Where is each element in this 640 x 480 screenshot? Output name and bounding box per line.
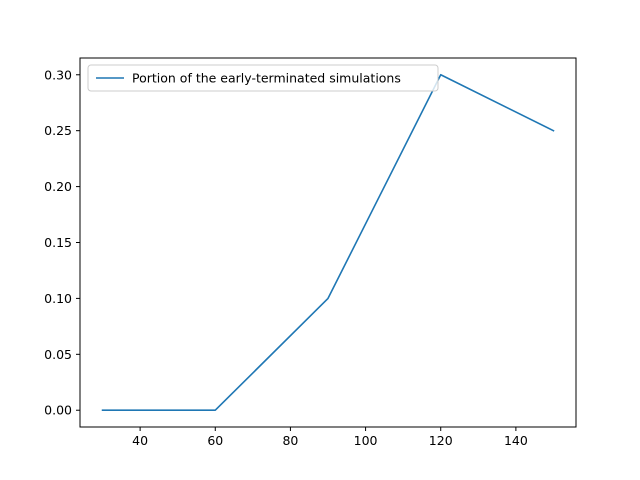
x-tick-label: 40 — [132, 433, 148, 448]
y-tick-label: 0.05 — [44, 347, 72, 362]
y-tick-label: 0.30 — [44, 67, 72, 82]
y-axis-ticks: 0.00 0.05 0.10 0.15 0.20 0.25 0.30 — [44, 67, 80, 418]
y-tick-label: 0.15 — [44, 235, 72, 250]
legend: Portion of the early-terminated simulati… — [87, 64, 439, 92]
y-tick-label: 0.10 — [44, 291, 72, 306]
x-tick-label: 140 — [504, 433, 528, 448]
y-tick-label: 0.25 — [44, 123, 72, 138]
series-layer — [101, 73, 555, 412]
y-tick-label: 0.00 — [44, 403, 72, 418]
x-tick-label: 120 — [429, 433, 453, 448]
legend-label: Portion of the early-terminated simulati… — [132, 71, 401, 86]
y-tick-label: 0.20 — [44, 179, 72, 194]
axes-frame — [79, 57, 577, 428]
x-tick-label: 80 — [282, 433, 298, 448]
x-tick-label: 100 — [354, 433, 378, 448]
series-line-0 — [101, 73, 555, 412]
x-axis-ticks: 40 60 80 100 120 140 — [132, 427, 528, 448]
x-tick-label: 60 — [207, 433, 223, 448]
legend-box — [87, 64, 439, 92]
